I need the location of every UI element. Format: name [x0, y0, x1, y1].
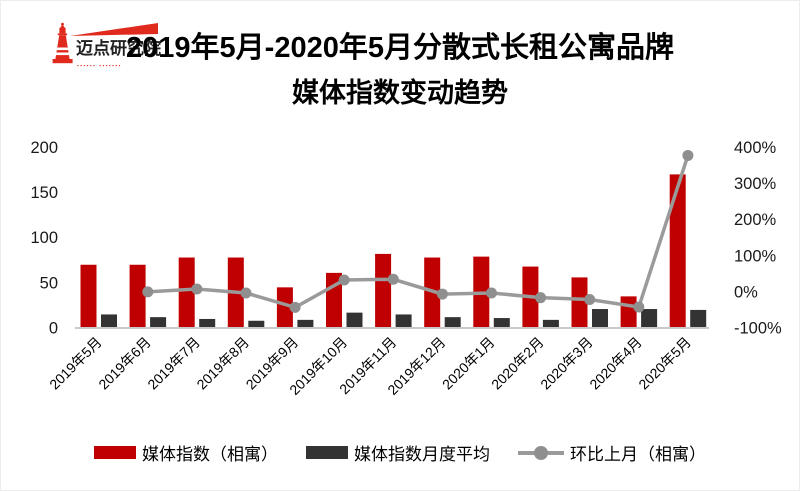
- left-axis-tick-label: 0: [49, 320, 58, 338]
- mom-change-marker: [387, 273, 399, 285]
- monthly-average-bar: [346, 312, 363, 328]
- media-index-bar: [276, 287, 293, 328]
- logo-tagline: ▪▪▪▪▪▪ ▪▪▪▪▪▪▪: [77, 63, 122, 68]
- legend-monthly-average: 媒体指数月度平均: [306, 440, 490, 465]
- media-index-bar: [669, 174, 686, 328]
- monthly-average-bar: [444, 317, 461, 328]
- media-index-bar: [571, 277, 588, 328]
- x-axis-category-label: 2019年8月: [193, 334, 252, 393]
- left-axis-tick-label: 100: [30, 229, 58, 247]
- legend-mom-change: 环比上月（相寓）: [518, 440, 706, 465]
- dark-bar-swatch-icon: [306, 446, 348, 459]
- x-axis-category-label: 2019年7月: [144, 334, 203, 393]
- line-marker-swatch-icon: [518, 445, 564, 460]
- mom-change-marker: [338, 274, 350, 286]
- monthly-average-bar: [493, 318, 510, 328]
- x-axis-category-label: 2020年4月: [586, 334, 645, 393]
- media-index-bar: [375, 253, 392, 328]
- monthly-average-bar: [542, 319, 559, 328]
- media-index-bar: [620, 296, 637, 328]
- left-axis-tick-label: 50: [40, 274, 58, 292]
- mom-change-marker: [289, 301, 301, 313]
- light-beam-shape: [70, 23, 158, 36]
- logo-wordmark: 迈点研究院: [76, 38, 161, 58]
- monthly-average-bar: [199, 318, 216, 328]
- mom-change-marker: [240, 287, 252, 299]
- mom-change-marker: [191, 283, 203, 295]
- right-axis-tick-label: -100%: [734, 320, 782, 338]
- right-axis-tick-label: 0%: [734, 283, 758, 301]
- legend-media-index: 媒体指数（相寓）: [94, 440, 278, 465]
- media-index-bar: [129, 264, 146, 328]
- left-axis-tick-label: 150: [30, 184, 58, 202]
- mom-change-marker: [535, 292, 547, 304]
- chart-title: 2019年5月-2020年5月分散式长租公寓品牌 媒体指数变动趋势: [1, 34, 799, 107]
- monthly-average-bar: [592, 309, 608, 328]
- monthly-average-bar: [690, 309, 707, 328]
- media-index-bar: [80, 264, 97, 328]
- x-axis-category-label: 2020年2月: [488, 334, 547, 393]
- x-axis-category-label: 2020年1月: [439, 334, 498, 393]
- mom-change-marker: [633, 301, 645, 313]
- monthly-average-bar: [248, 320, 265, 328]
- mom-change-marker: [584, 293, 596, 305]
- left-axis-tick-label: 200: [30, 139, 58, 157]
- media-index-trend-chart: 0 50 100 150 200 -100% 0% 100% 200% 300% 400% 2019年…: [30, 139, 782, 398]
- mom-change-marker: [682, 149, 694, 161]
- right-axis-tick-label: 400%: [734, 139, 777, 157]
- chart-title-line2: 媒体指数变动趋势: [292, 78, 508, 108]
- right-axis-tick-label: 100%: [734, 247, 777, 265]
- legend-label-mom-change: 环比上月（相寓）: [570, 445, 706, 464]
- monthly-average-bar: [297, 319, 314, 328]
- mom-change-marker: [486, 287, 497, 299]
- legend-label-media-index: 媒体指数（相寓）: [142, 445, 278, 464]
- x-axis-category-label: 2019年5月: [46, 334, 105, 393]
- lighthouse-icon: 迈点研究院 ▪▪▪▪▪▪ ▪▪▪▪▪▪▪: [52, 22, 161, 68]
- legend-label-monthly-average: 媒体指数月度平均: [354, 445, 490, 464]
- right-axis-tick-label: 300%: [734, 175, 777, 193]
- mom-change-marker: [436, 288, 448, 300]
- monthly-average-bar: [641, 309, 658, 328]
- right-axis-tick-label: 200%: [734, 211, 777, 229]
- meadin-logo: 迈点研究院 ▪▪▪▪▪▪ ▪▪▪▪▪▪▪: [46, 21, 164, 77]
- media-index-bar: [178, 257, 195, 328]
- x-axis-category-label: 2020年3月: [537, 334, 596, 393]
- red-bar-swatch-icon: [94, 446, 136, 459]
- x-axis-category-label: 2020年5月: [635, 334, 694, 393]
- monthly-average-bar: [150, 317, 167, 328]
- chart-title-line1: 2019年5月-2020年5月分散式长租公寓品牌: [126, 32, 674, 64]
- x-axis-category-label: 2019年6月: [95, 334, 154, 393]
- mom-change-line: [147, 154, 690, 310]
- monthly-average-bar: [395, 314, 412, 328]
- monthly-average-bar: [101, 314, 117, 328]
- mom-change-marker: [142, 286, 154, 298]
- chart-legend: 媒体指数（相寓） 媒体指数月度平均 环比上月（相寓）: [1, 440, 799, 465]
